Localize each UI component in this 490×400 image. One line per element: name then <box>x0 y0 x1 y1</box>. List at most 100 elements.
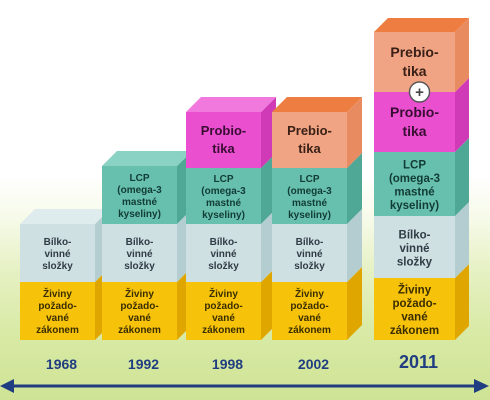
block-label-line: Prebio- <box>390 44 439 60</box>
block-label-line: Bílko- <box>210 237 238 248</box>
block-top-face <box>20 209 110 224</box>
block-label-line: zákonem <box>118 325 161 336</box>
block-side-face <box>455 18 469 92</box>
block-label-line: LCP <box>214 174 234 185</box>
block-label-line: tika <box>402 123 426 139</box>
block-label-line: tika <box>298 141 321 156</box>
block-top-face <box>272 97 362 112</box>
block-label: Živiny požado-vané zákonem <box>36 287 79 336</box>
block-label-line: Prebio- <box>287 123 332 138</box>
block-label-line: Bílko- <box>399 229 431 241</box>
block-front-face <box>102 166 177 224</box>
block-label: Bílko-vinné složky <box>397 229 433 268</box>
block-side-face <box>347 153 362 224</box>
block-label-line: vané <box>46 313 69 324</box>
block-side-face <box>455 202 469 278</box>
block-orange-2011: Prebio-tika <box>374 18 469 92</box>
block-front-face <box>272 282 347 340</box>
block-label-line: kyseliny) <box>288 210 331 221</box>
block-label-line: Živiny <box>43 287 72 300</box>
block-front-face <box>102 282 177 340</box>
block-front-face <box>186 168 261 224</box>
block-label-line: vané <box>212 313 235 324</box>
block-label-line: Probio- <box>390 104 439 120</box>
block-label: Bílko-vinné složky <box>208 237 239 272</box>
block-label-line: Živiny <box>398 284 432 297</box>
block-front-face <box>374 92 455 152</box>
block-label-line: kyseliny) <box>390 200 439 212</box>
block-label: LCP (omega-3 mastné kyseliny) <box>117 173 162 220</box>
block-front-face <box>272 112 347 168</box>
block-lightblue-1968: Bílko-vinné složky <box>20 209 110 282</box>
timeline-left-arrowhead <box>0 379 14 393</box>
block-label-line: tika <box>212 141 235 156</box>
block-front-face <box>374 152 455 216</box>
block-label-line: (omega-3 <box>389 173 440 185</box>
block-front-face <box>272 168 347 224</box>
block-label: LCP (omega-3 mastné kyseliny) <box>201 174 246 221</box>
block-label-line: mastné <box>292 198 327 209</box>
block-front-face <box>374 32 455 92</box>
block-label-line: kyseliny) <box>202 210 245 221</box>
block-label-line: kyseliny) <box>118 209 161 220</box>
block-orange-2002: Prebio-tika <box>272 97 362 168</box>
block-front-face <box>102 224 177 282</box>
stack-1992: Živiny požado-vané zákonem Bílko-vinné složk… <box>102 151 192 340</box>
block-label-line: (omega-3 <box>201 186 246 197</box>
block-side-face <box>455 138 469 216</box>
block-magenta-1998: Probio-tika <box>186 97 276 168</box>
block-label-line: Živiny <box>125 287 154 300</box>
block-label-line: (omega-3 <box>287 186 332 197</box>
block-label-line: LCP <box>403 160 426 172</box>
block-side-face <box>347 209 362 282</box>
block-label-line: složky <box>397 256 433 268</box>
stack-1998: Živiny požado-vané zákonem Bílko-vinné složk… <box>186 97 276 340</box>
block-label-line: vinné <box>44 249 71 260</box>
block-label-line: vinné <box>399 243 429 255</box>
block-label-line: zákonem <box>202 325 245 336</box>
block-label-line: mastné <box>206 198 241 209</box>
block-label-line: Bílko- <box>126 237 154 248</box>
block-top-face <box>186 97 276 112</box>
block-label-line: LCP <box>130 173 150 184</box>
block-label: LCP (omega-3 mastné kyseliny) <box>287 174 332 221</box>
block-top-face <box>374 18 469 32</box>
block-label-line: Bílko- <box>44 237 72 248</box>
block-side-face <box>347 267 362 340</box>
block-label: Bílko-vinné složky <box>42 237 73 272</box>
block-label: Bílko-vinné složky <box>124 237 155 272</box>
block-front-face <box>374 278 455 340</box>
block-label-line: požado- <box>290 301 328 312</box>
block-front-face <box>20 224 95 282</box>
block-label-line: Živiny <box>209 287 238 300</box>
block-label-line: vané <box>298 313 321 324</box>
plus-icon <box>408 81 431 103</box>
plus-symbol: + <box>415 84 424 101</box>
block-label-line: vané <box>128 313 151 324</box>
stack-2011: Živiny požado-vané zákonem Bílko-vinné složk… <box>374 18 469 340</box>
block-label-line: vinné <box>296 249 323 260</box>
block-label-line: tika <box>402 63 426 79</box>
block-top-face <box>102 151 192 166</box>
block-front-face <box>20 282 95 340</box>
stack-2002: Živiny požado-vané zákonem Bílko-vinné složk… <box>272 97 362 340</box>
block-label-line: Živiny <box>295 287 324 300</box>
block-front-face <box>374 216 455 278</box>
block-label: LCP (omega-3 mastné kyseliny) <box>389 160 440 213</box>
block-label: Probio-tika <box>390 104 439 139</box>
block-side-face <box>455 264 469 340</box>
block-label: Živiny požado-vané zákonem <box>288 287 331 336</box>
block-label: Živiny požado-vané zákonem <box>118 287 161 336</box>
block-label: Bílko-vinné složky <box>294 237 325 272</box>
block-label-line: vinné <box>210 249 237 260</box>
block-label-line: požado- <box>120 301 158 312</box>
block-label: Živiny požado-vané zákonem <box>390 284 439 338</box>
block-side-face <box>347 97 362 168</box>
block-label-line: složky <box>208 261 239 272</box>
block-label-line: zákonem <box>288 325 331 336</box>
block-label-line: LCP <box>300 174 320 185</box>
block-label-line: zákonem <box>36 325 79 336</box>
block-label: Živiny požado-vané zákonem <box>202 287 245 336</box>
block-label-line: mastné <box>394 187 434 199</box>
